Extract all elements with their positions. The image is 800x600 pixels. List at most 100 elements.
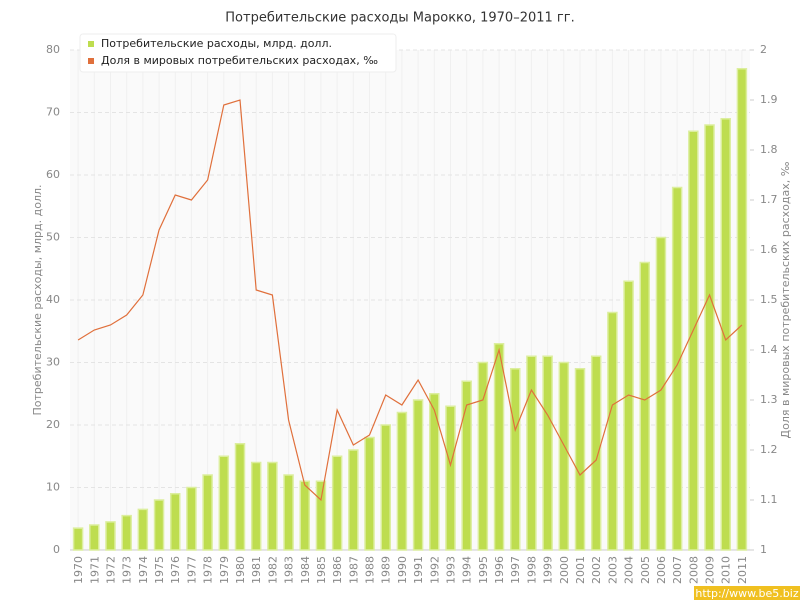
y2-tick-label: 1.5 xyxy=(760,293,778,306)
y-tick-label: 80 xyxy=(46,43,60,56)
bar xyxy=(493,343,505,551)
x-tick-label: 1975 xyxy=(153,556,166,584)
x-tick-label: 1980 xyxy=(234,556,247,584)
chart-title: Потребительские расходы Марокко, 1970–20… xyxy=(225,11,574,26)
x-tick-label: 1983 xyxy=(283,556,296,584)
bar xyxy=(736,68,748,551)
y2-tick-label: 1.6 xyxy=(760,243,778,256)
x-tick-label: 1998 xyxy=(525,556,538,584)
bar xyxy=(639,261,651,551)
bar xyxy=(250,461,262,551)
legend-box xyxy=(79,33,397,73)
x-tick-label: 1978 xyxy=(202,556,215,584)
x-tick-label: 1971 xyxy=(88,556,101,584)
x-tick-label: 1991 xyxy=(412,556,425,584)
x-tick-label: 1987 xyxy=(347,556,360,584)
x-tick-label: 1977 xyxy=(185,556,198,584)
y2-tick-label: 1.8 xyxy=(760,143,778,156)
bar xyxy=(623,280,634,551)
bar xyxy=(412,399,424,551)
y2-tick-label: 1.2 xyxy=(760,443,778,456)
bar xyxy=(445,405,456,551)
x-tick-label: 1985 xyxy=(315,556,328,584)
bar xyxy=(526,355,537,551)
x-tick-label: 1990 xyxy=(396,556,409,584)
y-tick-label: 60 xyxy=(46,168,60,181)
x-tick-label: 2008 xyxy=(687,556,700,584)
x-tick-label: 1972 xyxy=(104,556,117,584)
x-tick-label: 1999 xyxy=(542,556,555,584)
x-tick-label: 2009 xyxy=(704,556,717,584)
bar xyxy=(121,514,132,551)
bar xyxy=(72,527,84,551)
bar xyxy=(186,486,197,551)
bar xyxy=(429,393,440,551)
bar xyxy=(218,455,230,551)
y2-tick-label: 1.1 xyxy=(760,493,778,506)
y-tick-label: 40 xyxy=(46,293,60,306)
y-tick-label: 30 xyxy=(46,356,60,369)
bar xyxy=(89,524,100,551)
bar xyxy=(315,480,327,551)
x-tick-label: 2006 xyxy=(655,556,668,584)
y2-tick-label: 1 xyxy=(760,543,767,556)
x-tick-label: 1988 xyxy=(364,556,377,584)
x-tick-label: 1989 xyxy=(380,556,393,584)
legend-swatch xyxy=(88,58,94,64)
bar xyxy=(331,455,343,551)
bar xyxy=(688,130,699,551)
bar xyxy=(509,368,521,551)
x-tick-label: 1993 xyxy=(444,556,457,584)
x-tick-label: 2005 xyxy=(639,556,652,584)
x-tick-label: 1992 xyxy=(428,556,441,584)
y2-axis-label: Доля в мировых потребительских расходах,… xyxy=(779,161,792,438)
bar xyxy=(461,380,472,551)
bar xyxy=(105,521,116,551)
y-axis-label: Потребительские расходы, млрд. долл. xyxy=(31,185,44,416)
bar xyxy=(607,311,618,551)
x-tick-label: 1981 xyxy=(250,556,263,584)
x-tick-label: 2003 xyxy=(606,556,619,584)
y2-tick-label: 1.7 xyxy=(760,193,778,206)
x-tick-label: 1970 xyxy=(72,556,85,584)
legend-swatch xyxy=(88,41,94,47)
x-tick-label: 1996 xyxy=(493,556,506,584)
y-tick-label: 20 xyxy=(46,418,60,431)
x-tick-label: 2007 xyxy=(671,556,684,584)
y-tick-label: 0 xyxy=(53,543,60,556)
bar xyxy=(380,424,391,551)
bar xyxy=(671,186,683,551)
x-tick-label: 2011 xyxy=(736,556,749,584)
bar xyxy=(234,443,246,551)
x-tick-label: 1973 xyxy=(121,556,134,584)
bar xyxy=(574,368,586,551)
bar xyxy=(153,499,165,551)
bar xyxy=(169,493,181,551)
bar xyxy=(655,236,667,551)
x-tick-label: 2010 xyxy=(720,556,733,584)
watermark: http://www.be5.biz xyxy=(695,587,798,600)
bar xyxy=(704,124,715,551)
y2-tick-label: 2 xyxy=(760,43,767,56)
bar xyxy=(283,474,294,551)
x-tick-label: 1994 xyxy=(461,556,474,584)
y-tick-label: 70 xyxy=(46,106,60,119)
legend-label: Потребительские расходы, млрд. долл. xyxy=(101,37,332,50)
bar xyxy=(396,411,408,551)
bar xyxy=(267,461,278,551)
x-tick-label: 2002 xyxy=(590,556,603,584)
bar xyxy=(299,480,311,551)
line xyxy=(77,99,743,502)
x-tick-label: 1979 xyxy=(218,556,231,584)
bar xyxy=(720,118,731,551)
watermark-bg xyxy=(694,586,800,600)
legend-label: Доля в мировых потребительских расходах,… xyxy=(101,54,378,67)
bar xyxy=(542,355,553,551)
x-tick-label: 1986 xyxy=(331,556,344,584)
x-tick-label: 1995 xyxy=(477,556,490,584)
bar xyxy=(590,355,602,551)
legend: Потребительские расходы, млрд. долл. Доля… xyxy=(79,33,397,73)
x-tick-label: 1997 xyxy=(509,556,522,584)
bar xyxy=(137,508,149,551)
